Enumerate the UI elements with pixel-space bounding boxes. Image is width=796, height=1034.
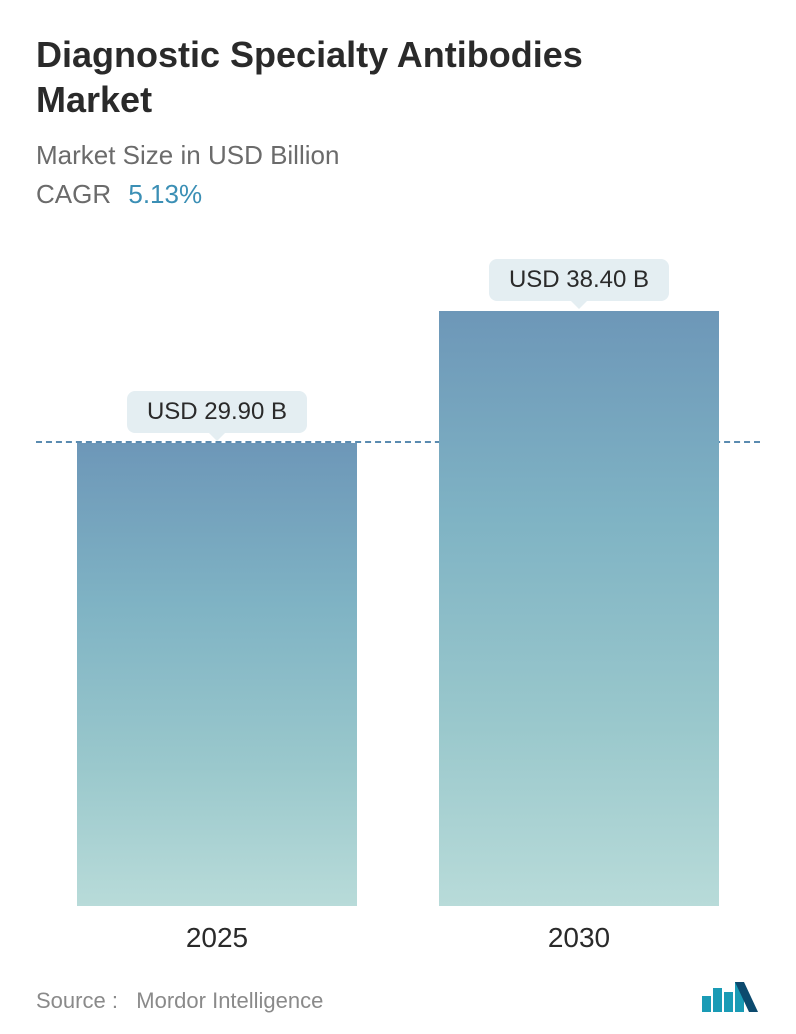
x-label-1: 2030 xyxy=(439,922,719,954)
bar-group-1: USD 38.40 B xyxy=(439,259,719,906)
mordor-logo-icon xyxy=(700,978,760,1014)
bar-1 xyxy=(439,311,719,906)
cagr-label: CAGR xyxy=(36,179,111,209)
bar-group-0: USD 29.90 B xyxy=(77,391,357,906)
footer: Source : Mordor Intelligence xyxy=(36,964,760,1014)
source-text: Source : Mordor Intelligence xyxy=(36,988,323,1014)
chart-title: Diagnostic Specialty Antibodies Market xyxy=(36,32,596,122)
chart-inner: USD 29.90 B USD 38.40 B 2025 2030 xyxy=(36,250,760,954)
bar-0 xyxy=(77,443,357,906)
cagr-row: CAGR 5.13% xyxy=(36,179,760,210)
value-pill-1: USD 38.40 B xyxy=(489,259,669,301)
x-axis-labels: 2025 2030 xyxy=(36,922,760,954)
chart-container: Diagnostic Specialty Antibodies Market M… xyxy=(0,0,796,1034)
chart-subtitle: Market Size in USD Billion xyxy=(36,140,760,171)
cagr-value: 5.13% xyxy=(128,179,202,209)
value-pill-0: USD 29.90 B xyxy=(127,391,307,433)
bars-row: USD 29.90 B USD 38.40 B xyxy=(36,250,760,906)
source-label: Source : xyxy=(36,988,118,1013)
x-label-0: 2025 xyxy=(77,922,357,954)
source-name: Mordor Intelligence xyxy=(136,988,323,1013)
chart-area: USD 29.90 B USD 38.40 B 2025 2030 xyxy=(36,250,760,954)
